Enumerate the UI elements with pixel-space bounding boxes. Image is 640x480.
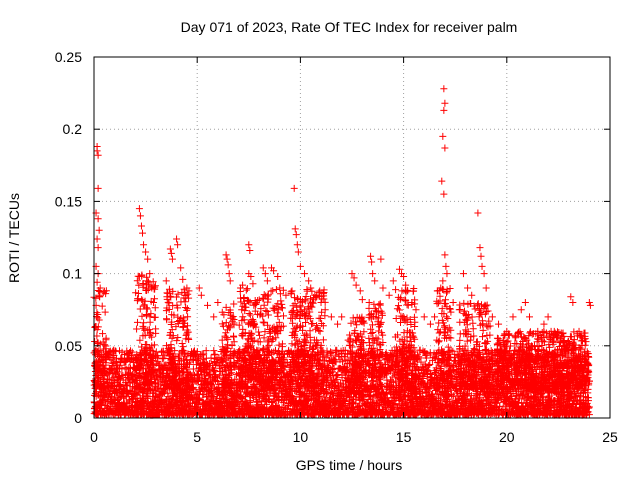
data-point [210, 347, 218, 355]
data-point [128, 348, 136, 356]
data-point [112, 347, 120, 355]
data-point [271, 346, 279, 354]
data-point [122, 382, 130, 390]
data-point [171, 353, 179, 361]
data-point [425, 361, 433, 369]
data-point [166, 349, 174, 357]
data-point [193, 348, 201, 356]
data-point [181, 389, 189, 397]
data-point [168, 400, 176, 408]
data-point [226, 370, 234, 378]
data-point [118, 365, 126, 373]
data-point [207, 354, 215, 362]
data-point [189, 365, 197, 373]
data-point [105, 349, 113, 357]
data-point [191, 347, 199, 355]
data-point [196, 395, 204, 403]
data-point [110, 377, 118, 385]
data-layer [90, 85, 594, 419]
chart-title: Day 071 of 2023, Rate Of TEC Index for r… [181, 19, 518, 35]
data-point [164, 393, 172, 401]
data-point [189, 385, 197, 393]
data-point [189, 355, 197, 363]
data-point [99, 396, 107, 404]
data-point [115, 388, 123, 396]
data-point [160, 389, 168, 397]
data-point [117, 355, 125, 363]
data-point [186, 360, 194, 368]
data-point [102, 409, 110, 417]
data-point [126, 347, 134, 355]
